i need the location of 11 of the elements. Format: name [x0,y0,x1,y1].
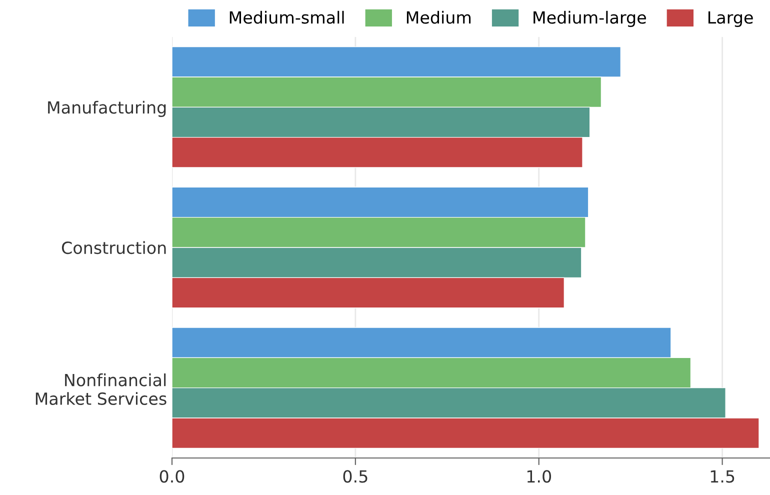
x-tick-label: 1.0 [527,470,552,483]
y-tick-label: Manufacturing [48,100,166,117]
legend-label: Large [708,11,753,27]
y-tick-label: Construction [62,241,166,254]
legend-label: Medium [406,10,471,24]
x-tick-label: 1.5 [710,470,734,483]
x-tick-label: 0.5 [343,470,368,483]
legend-label: Medium-small [230,10,344,24]
y-tick-label: Nonfinancial Market Services [36,373,166,405]
legend-label: Medium-large [534,10,646,27]
x-tick-label: 0.0 [160,470,184,483]
